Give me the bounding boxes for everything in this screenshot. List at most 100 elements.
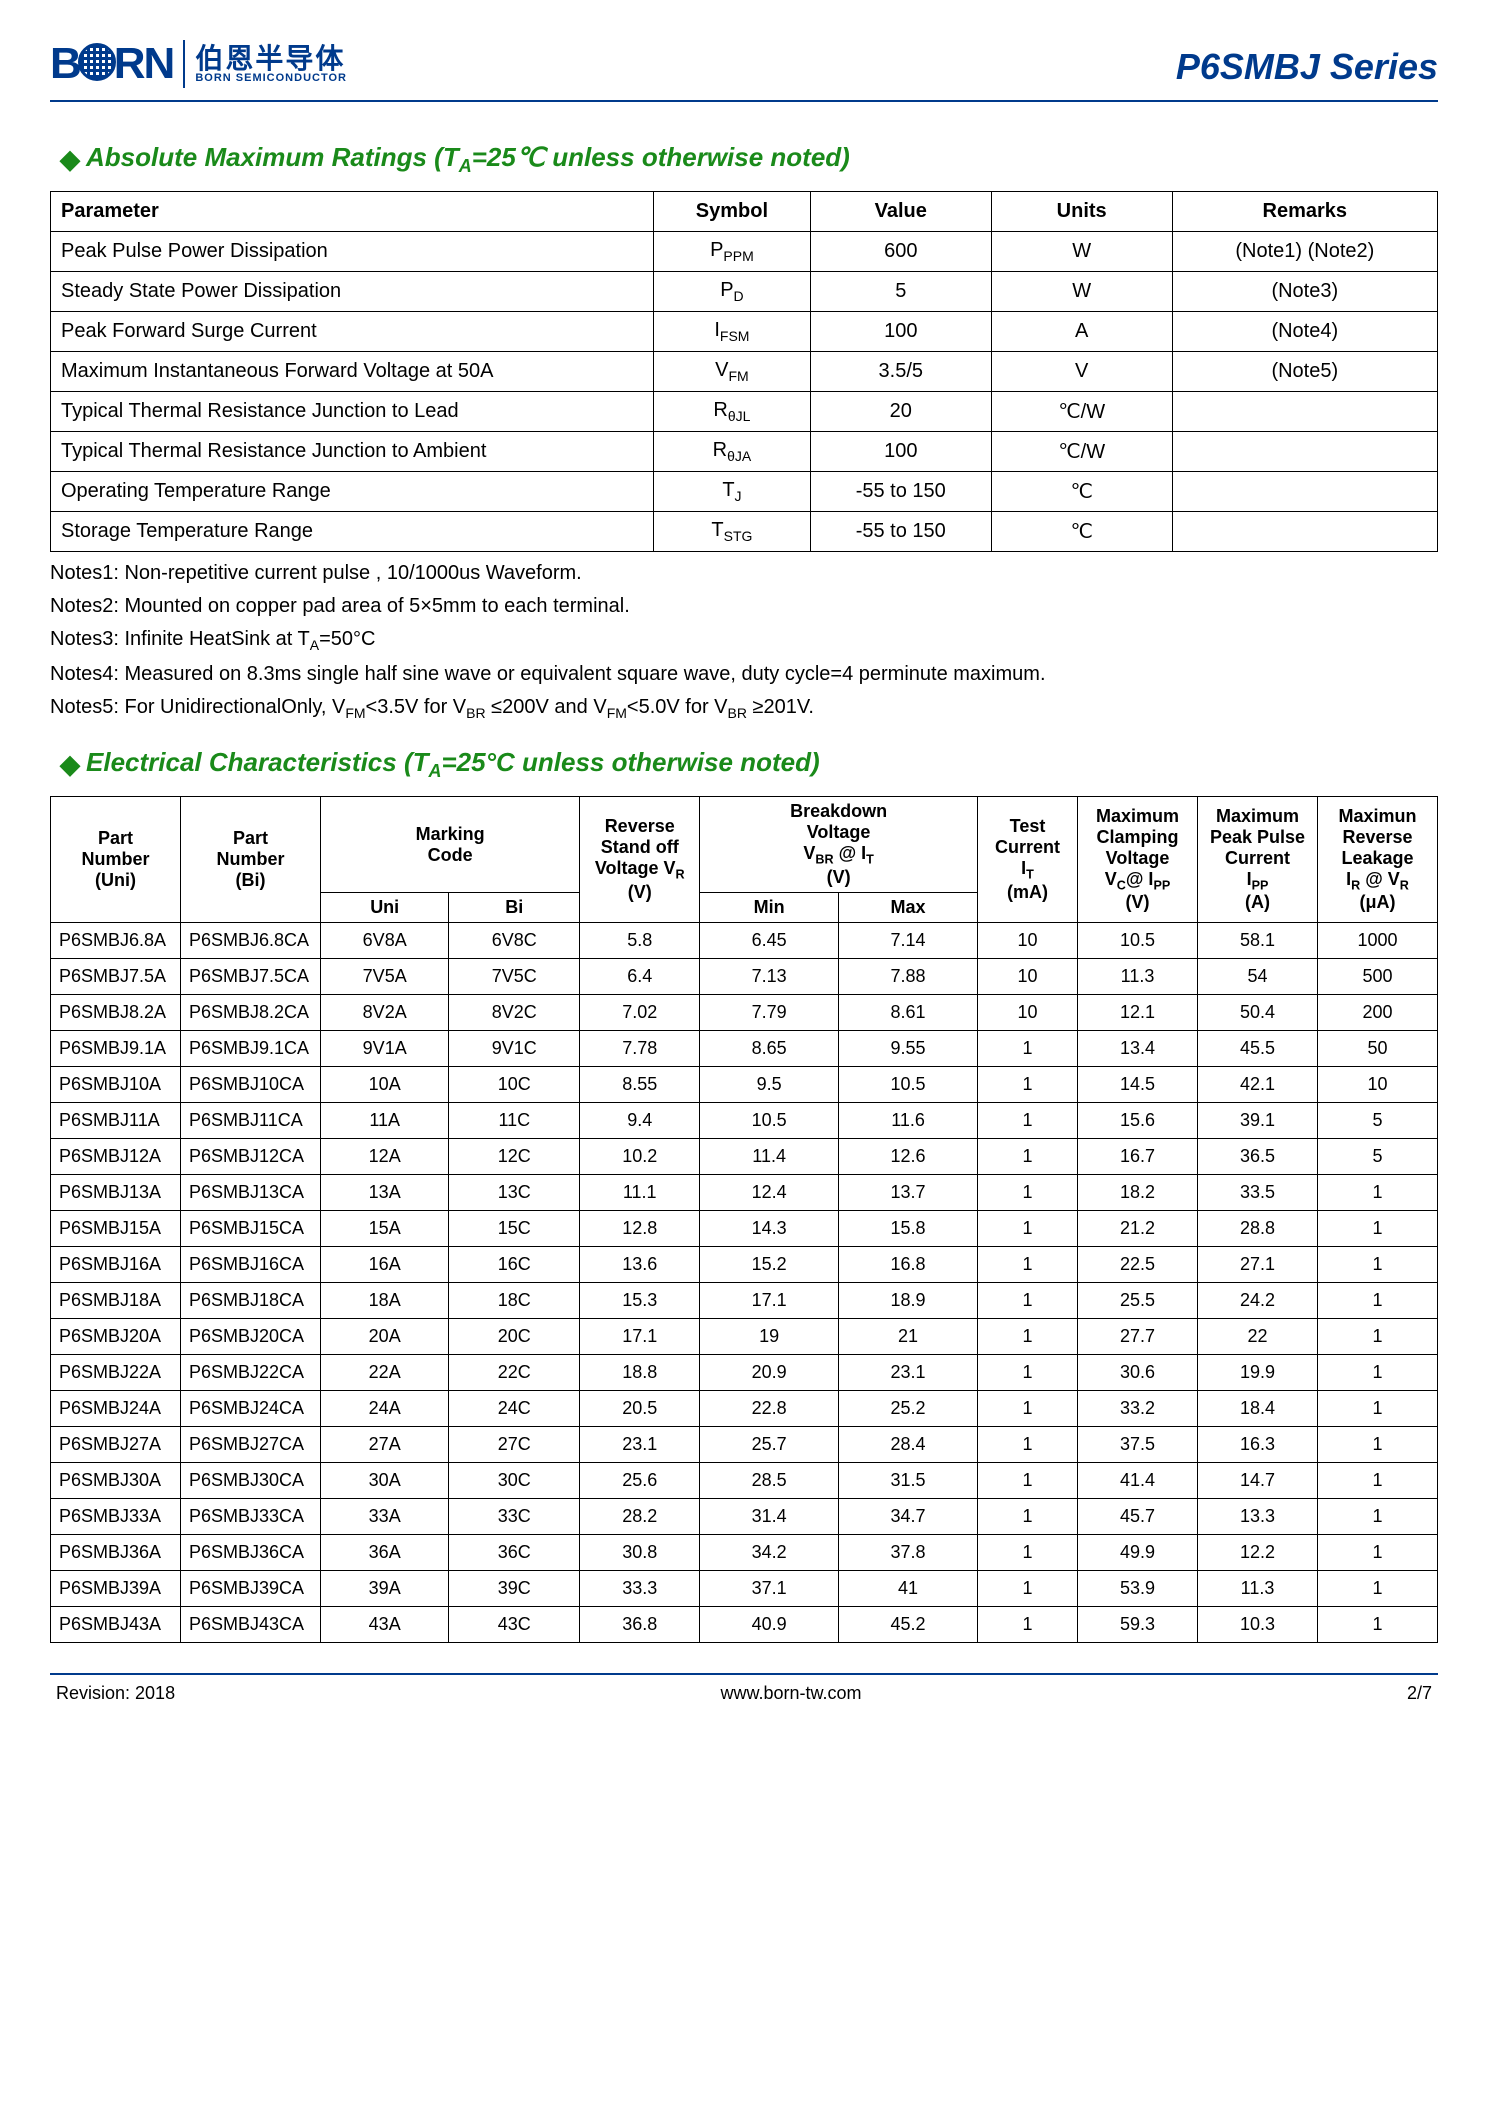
amr-value: 100 (810, 312, 991, 352)
ec-pn-bi: P6SMBJ30CA (181, 1462, 321, 1498)
ec-vbr-max: 18.9 (839, 1282, 978, 1318)
ec-ipp: 16.3 (1198, 1426, 1318, 1462)
ec-vbr-min: 37.1 (700, 1570, 839, 1606)
ec-it: 1 (978, 1174, 1078, 1210)
ec-mk-bi: 39C (449, 1570, 580, 1606)
amr-unit: W (991, 232, 1172, 272)
ec-vbr-max: 37.8 (839, 1534, 978, 1570)
amr-symbol: IFSM (654, 312, 811, 352)
ec-vc: 59.3 (1078, 1606, 1198, 1642)
ec-vc: 21.2 (1078, 1210, 1198, 1246)
ec-vbr-min: 7.13 (700, 958, 839, 994)
ec-row: P6SMBJ20AP6SMBJ20CA20A20C17.11921127.722… (51, 1318, 1438, 1354)
ec-vbr-max: 11.6 (839, 1102, 978, 1138)
ec-vr: 28.2 (580, 1498, 700, 1534)
amr-symbol: RθJA (654, 432, 811, 472)
ec-vbr-min: 25.7 (700, 1426, 839, 1462)
ec-vr: 20.5 (580, 1390, 700, 1426)
ec-ipp: 33.5 (1198, 1174, 1318, 1210)
ec-vbr-max: 23.1 (839, 1354, 978, 1390)
ec-it: 1 (978, 1354, 1078, 1390)
ec-row: P6SMBJ22AP6SMBJ22CA22A22C18.820.923.1130… (51, 1354, 1438, 1390)
ec-vr: 30.8 (580, 1534, 700, 1570)
ec-pn-bi: P6SMBJ43CA (181, 1606, 321, 1642)
amr-value: -55 to 150 (810, 512, 991, 552)
amr-table: Parameter Symbol Value Units Remarks Pea… (50, 191, 1438, 552)
amr-row: Storage Temperature RangeTSTG-55 to 150℃ (51, 512, 1438, 552)
ec-ipp: 18.4 (1198, 1390, 1318, 1426)
ec-h-vbr-min: Min (700, 892, 839, 922)
ec-pn-bi: P6SMBJ36CA (181, 1534, 321, 1570)
amr-h-param: Parameter (51, 192, 654, 232)
ec-vbr-max: 7.14 (839, 922, 978, 958)
ec-it: 1 (978, 1462, 1078, 1498)
ec-mk-uni: 15A (321, 1210, 449, 1246)
ec-it: 1 (978, 1282, 1078, 1318)
ec-vc: 49.9 (1078, 1534, 1198, 1570)
ec-h-vbr: BreakdownVoltageVBR @ IT(V) (700, 797, 978, 893)
ec-vr: 17.1 (580, 1318, 700, 1354)
ec-vbr-max: 21 (839, 1318, 978, 1354)
ec-vr: 6.4 (580, 958, 700, 994)
ec-pn-bi: P6SMBJ33CA (181, 1498, 321, 1534)
ec-mk-uni: 7V5A (321, 958, 449, 994)
ec-vr: 13.6 (580, 1246, 700, 1282)
ec-it: 1 (978, 1498, 1078, 1534)
ec-mk-uni: 16A (321, 1246, 449, 1282)
ec-h-vr: ReverseStand offVoltage VR(V) (580, 797, 700, 923)
amr-remark (1172, 472, 1437, 512)
ec-mk-bi: 16C (449, 1246, 580, 1282)
amr-param: Typical Thermal Resistance Junction to A… (51, 432, 654, 472)
amr-remark: (Note5) (1172, 352, 1437, 392)
ec-row: P6SMBJ7.5AP6SMBJ7.5CA7V5A7V5C6.47.137.88… (51, 958, 1438, 994)
ec-mk-uni: 30A (321, 1462, 449, 1498)
ec-vbr-min: 12.4 (700, 1174, 839, 1210)
amr-h-units: Units (991, 192, 1172, 232)
ec-mk-bi: 20C (449, 1318, 580, 1354)
ec-vbr-max: 41 (839, 1570, 978, 1606)
ec-vc: 12.1 (1078, 994, 1198, 1030)
ec-ir: 1 (1318, 1282, 1438, 1318)
amr-value: 100 (810, 432, 991, 472)
ec-vc: 22.5 (1078, 1246, 1198, 1282)
amr-row: Peak Forward Surge CurrentIFSM100A(Note4… (51, 312, 1438, 352)
ec-mk-bi: 43C (449, 1606, 580, 1642)
amr-unit: A (991, 312, 1172, 352)
footer: Revision: 2018 www.born-tw.com 2/7 (50, 1683, 1438, 1724)
ec-pn-uni: P6SMBJ12A (51, 1138, 181, 1174)
ec-pn-uni: P6SMBJ9.1A (51, 1030, 181, 1066)
ec-it: 1 (978, 1102, 1078, 1138)
ec-ipp: 50.4 (1198, 994, 1318, 1030)
ec-ipp: 27.1 (1198, 1246, 1318, 1282)
ec-pn-bi: P6SMBJ18CA (181, 1282, 321, 1318)
ec-pn-uni: P6SMBJ30A (51, 1462, 181, 1498)
ec-row: P6SMBJ27AP6SMBJ27CA27A27C23.125.728.4137… (51, 1426, 1438, 1462)
ec-mk-bi: 24C (449, 1390, 580, 1426)
logo-block: BRN 伯恩半导体 BORN SEMICONDUCTOR (50, 40, 347, 88)
ec-vbr-max: 12.6 (839, 1138, 978, 1174)
amr-remark: (Note3) (1172, 272, 1437, 312)
ec-vbr-min: 40.9 (700, 1606, 839, 1642)
ec-ipp: 12.2 (1198, 1534, 1318, 1570)
footer-rule (50, 1673, 1438, 1675)
ec-vr: 36.8 (580, 1606, 700, 1642)
ec-h-ipp: MaximumPeak PulseCurrentIPP(A) (1198, 797, 1318, 923)
amr-remark (1172, 432, 1437, 472)
ec-pn-uni: P6SMBJ7.5A (51, 958, 181, 994)
ec-pn-uni: P6SMBJ39A (51, 1570, 181, 1606)
ec-h-mk-uni: Uni (321, 892, 449, 922)
ec-mk-bi: 27C (449, 1426, 580, 1462)
amr-param: Maximum Instantaneous Forward Voltage at… (51, 352, 654, 392)
amr-param: Operating Temperature Range (51, 472, 654, 512)
amr-row: Operating Temperature RangeTJ-55 to 150℃ (51, 472, 1438, 512)
ec-vc: 30.6 (1078, 1354, 1198, 1390)
ec-pn-bi: P6SMBJ9.1CA (181, 1030, 321, 1066)
ec-mk-uni: 10A (321, 1066, 449, 1102)
ec-vc: 14.5 (1078, 1066, 1198, 1102)
ec-vc: 16.7 (1078, 1138, 1198, 1174)
ec-pn-uni: P6SMBJ22A (51, 1354, 181, 1390)
ec-it: 1 (978, 1606, 1078, 1642)
ec-mk-uni: 8V2A (321, 994, 449, 1030)
ec-mk-bi: 11C (449, 1102, 580, 1138)
ec-pn-bi: P6SMBJ16CA (181, 1246, 321, 1282)
